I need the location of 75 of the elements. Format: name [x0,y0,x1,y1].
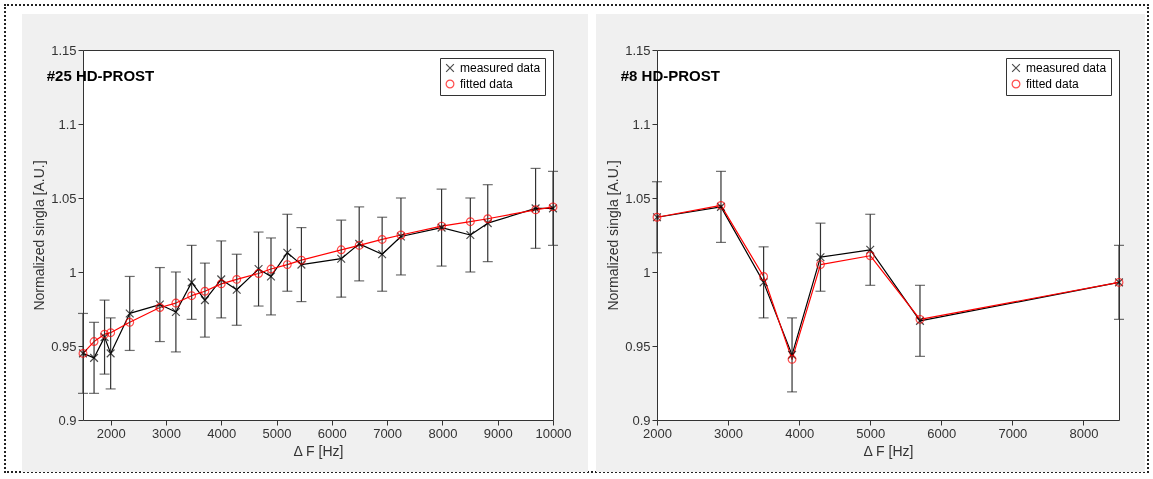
x-tick-label: 3000 [714,425,744,441]
x-tick-label: 7000 [373,425,403,441]
point [254,269,264,278]
point [266,271,276,281]
point [483,218,493,228]
y-tick-label: 0.9 [58,412,77,428]
x-axis-title: Δ F [Hz] [863,442,914,459]
point [106,328,116,338]
legend-label: measured data [460,61,541,75]
point [89,353,99,363]
x-tick-label: 4000 [207,425,237,441]
x-tick-label: 6000 [317,425,347,441]
point [171,298,181,308]
x-tick-label: 5000 [262,425,292,441]
legend-label: fitted data [1026,77,1080,91]
x-tick-label: 8000 [428,425,458,441]
y-tick-label: 0.9 [632,412,651,428]
x-tick-label: 7000 [998,425,1028,441]
y-axis-title: Normalized singla [A.U.] [605,160,622,311]
x-tick-label: 4000 [785,425,815,441]
point [865,245,875,255]
point [336,245,346,255]
point [816,260,825,270]
y-tick-label: 0.95 [51,338,77,354]
x-tick-label: 5000 [856,425,886,441]
x-tick-label: 10000 [535,425,572,441]
x-tick-label: 3000 [151,425,181,441]
point [787,350,797,360]
point [465,230,475,240]
point [171,307,181,317]
point [483,214,493,224]
point [282,260,292,270]
point [187,277,197,287]
y-tick-label: 1.15 [625,42,651,58]
point [216,274,226,284]
y-tick-label: 0.95 [625,338,651,354]
y-tick-label: 1.05 [625,190,651,206]
x-tick-label: 2000 [96,425,126,441]
y-tick-label: 1 [69,264,77,280]
point [200,295,210,305]
point [89,337,99,347]
legend-label: fitted data [460,77,514,91]
point [759,271,769,281]
point [296,260,306,270]
y-tick-label: 1.05 [51,190,77,206]
y-tick-label: 1.15 [51,42,77,58]
point [336,254,346,264]
x-tick-label: 8000 [1069,425,1099,441]
point [296,255,306,265]
legend-label: measured data [1026,61,1107,75]
x-tick-label: 2000 [643,425,672,441]
y-tick-label: 1.1 [58,116,77,132]
point [232,274,242,284]
x-tick-label: 9000 [483,425,513,441]
point [187,291,197,301]
point [200,286,210,296]
point [282,248,292,258]
x-axis-title: Δ F [Hz] [293,442,344,459]
point [125,317,135,327]
point [377,249,387,259]
point [106,348,116,358]
y-tick-label: 1 [643,264,651,280]
point [465,217,475,227]
point [232,285,242,295]
point [865,251,875,261]
point [377,234,387,244]
point [254,264,264,274]
point [266,264,276,274]
point [816,252,825,262]
point [125,308,135,318]
y-axis-title: Normalized singla [A.U.] [31,160,48,311]
point [216,279,226,289]
point [787,354,797,364]
x-tick-label: 6000 [927,425,957,441]
y-tick-label: 1.1 [632,116,651,132]
